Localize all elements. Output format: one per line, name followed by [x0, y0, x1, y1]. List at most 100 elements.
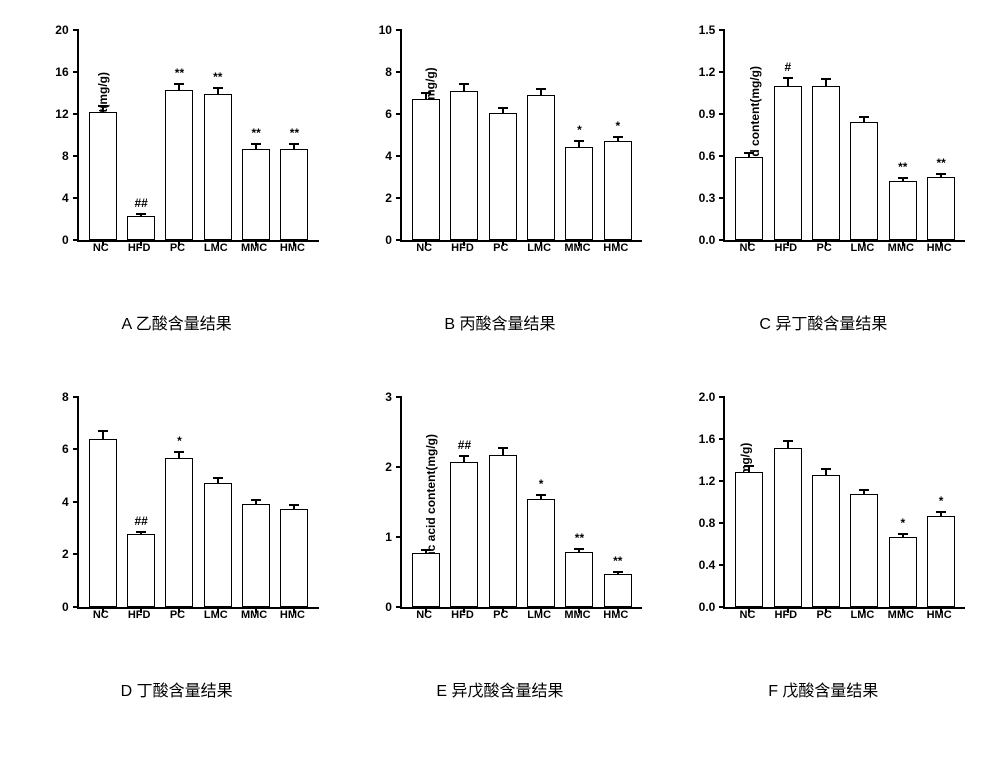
- bar: [127, 216, 155, 240]
- x-labels: NCHFDPCLMCMMCHMC: [723, 242, 963, 254]
- bar: [165, 90, 193, 240]
- bar: [927, 516, 955, 606]
- y-tick-label: 4: [62, 191, 69, 205]
- error-bar: [825, 79, 827, 86]
- y-tick-label: 0.6: [699, 149, 716, 163]
- error-cap: [459, 455, 469, 457]
- error-cap: [574, 140, 584, 142]
- y-tick-label: 0: [62, 600, 69, 614]
- x-labels: NCHFDPCLMCMMCHMC: [400, 609, 640, 621]
- y-tick-label: 10: [379, 23, 392, 37]
- x-label: HMC: [277, 242, 307, 254]
- error-bar: [787, 78, 789, 86]
- x-label: PC: [162, 609, 192, 621]
- y-tick-label: 8: [62, 390, 69, 404]
- bar-group: *: [926, 516, 956, 606]
- error-cap: [136, 531, 146, 533]
- error-cap: [213, 477, 223, 479]
- y-tick-label: 8: [62, 149, 69, 163]
- x-label: MMC: [562, 242, 592, 254]
- bar: [242, 149, 270, 240]
- y-tick-label: 8: [385, 65, 392, 79]
- chart-area: butyric acid content(mg/g)02468##*NCHFDP…: [27, 387, 327, 647]
- x-labels: NCHFDPCLMCMMCHMC: [77, 609, 317, 621]
- bar-group: *: [164, 458, 194, 606]
- bar: [204, 483, 232, 606]
- x-label: HMC: [601, 242, 631, 254]
- bar: [89, 112, 117, 240]
- bar-group: [279, 509, 309, 606]
- x-label: PC: [486, 242, 516, 254]
- y-tick-label: 0.3: [699, 191, 716, 205]
- y-tick-label: 0: [385, 233, 392, 247]
- x-label: NC: [732, 609, 762, 621]
- bars-container: ##********: [79, 30, 319, 240]
- panel-caption: D 丁酸含量结果: [121, 677, 233, 701]
- error-cap: [498, 447, 508, 449]
- y-tick-label: 0.8: [699, 516, 716, 530]
- error-cap: [536, 88, 546, 90]
- x-label: PC: [162, 242, 192, 254]
- x-label: LMC: [524, 609, 554, 621]
- y-tick-label: 1.2: [699, 65, 716, 79]
- bar-group: [488, 455, 518, 607]
- error-cap: [613, 136, 623, 138]
- x-label: LMC: [524, 242, 554, 254]
- bar-group: [88, 439, 118, 607]
- panel-B: propionic acid content(mg/g)0246810**NCH…: [343, 20, 656, 377]
- panel-F: valeric acid content(mg/g)0.00.40.81.21.…: [667, 387, 980, 744]
- x-label: NC: [409, 609, 439, 621]
- bar: [489, 455, 517, 607]
- panel-caption: B 丙酸含量结果: [444, 310, 555, 334]
- significance-marker: *: [577, 123, 582, 137]
- bar: [565, 552, 593, 607]
- bar: [774, 448, 802, 607]
- panel-C: isobutyric acid content(mg/g)0.00.30.60.…: [667, 20, 980, 377]
- x-label: MMC: [886, 609, 916, 621]
- panel-A: acetate acid conttent(mg/g)048121620##**…: [20, 20, 333, 377]
- bar: [242, 504, 270, 606]
- y-tick-label: 1.2: [699, 474, 716, 488]
- bar-group: [88, 112, 118, 240]
- error-cap: [251, 143, 261, 145]
- bar-group: [449, 91, 479, 240]
- bar: [280, 509, 308, 606]
- panel-caption: E 异戊酸含量结果: [436, 677, 563, 701]
- bar: [812, 86, 840, 240]
- error-cap: [421, 92, 431, 94]
- bar: [204, 94, 232, 240]
- bar: [565, 147, 593, 240]
- error-cap: [898, 177, 908, 179]
- error-cap: [898, 533, 908, 535]
- y-tick-label: 0.9: [699, 107, 716, 121]
- error-cap: [421, 549, 431, 551]
- x-label: MMC: [562, 609, 592, 621]
- error-cap: [821, 468, 831, 470]
- significance-marker: **: [251, 126, 260, 140]
- significance-marker: *: [939, 494, 944, 508]
- error-cap: [289, 143, 299, 145]
- significance-marker: ##: [134, 196, 147, 210]
- y-tick-label: 1: [385, 530, 392, 544]
- error-cap: [174, 83, 184, 85]
- bar-group: **: [164, 90, 194, 240]
- error-cap: [136, 213, 146, 215]
- x-label: NC: [86, 242, 116, 254]
- bar-group: [773, 448, 803, 607]
- bar-group: [734, 472, 764, 606]
- chart-area: isobutyric acid content(mg/g)0.00.30.60.…: [673, 20, 973, 280]
- x-label: HFD: [447, 242, 477, 254]
- y-tick-label: 2: [62, 547, 69, 561]
- x-label: HMC: [277, 609, 307, 621]
- bars-container: **: [725, 397, 965, 607]
- x-label: HFD: [771, 242, 801, 254]
- error-cap: [98, 430, 108, 432]
- bar: [812, 475, 840, 606]
- plot-area: 0.00.30.60.91.21.5#****: [723, 30, 965, 242]
- x-label: HMC: [601, 609, 631, 621]
- error-cap: [213, 87, 223, 89]
- y-tick-label: 12: [55, 107, 68, 121]
- bar-group: [411, 553, 441, 607]
- significance-marker: *: [900, 516, 905, 530]
- x-label: HFD: [447, 609, 477, 621]
